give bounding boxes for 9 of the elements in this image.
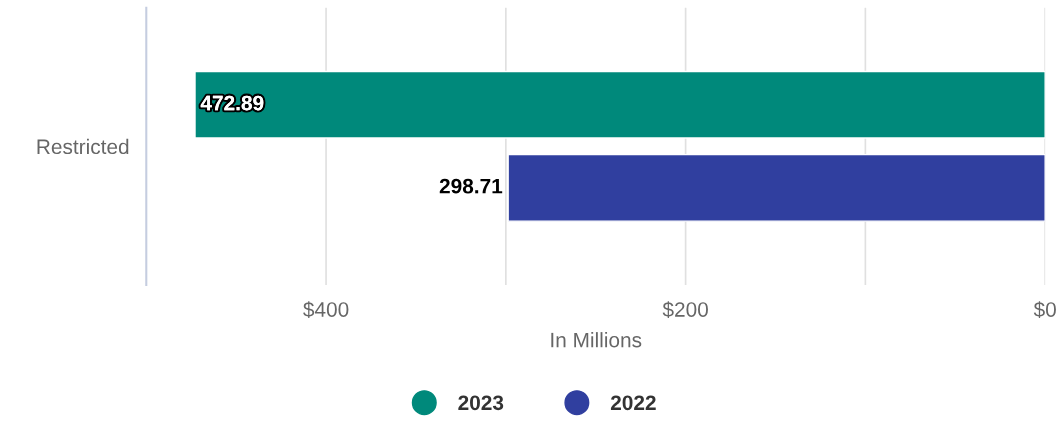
legend-label: 2023 bbox=[458, 395, 504, 411]
y-tick-label: Restricted bbox=[37, 138, 129, 155]
data-label: 472.89 bbox=[200, 95, 264, 111]
x-tick-label: $400 bbox=[303, 301, 349, 319]
x-tick-label: $0 bbox=[1033, 301, 1056, 319]
x-axis-title: In Millions bbox=[551, 332, 642, 348]
x-tick-label: $200 bbox=[662, 301, 708, 319]
legend-label: 2022 bbox=[610, 395, 656, 411]
data-label: 298.71 bbox=[439, 178, 503, 194]
